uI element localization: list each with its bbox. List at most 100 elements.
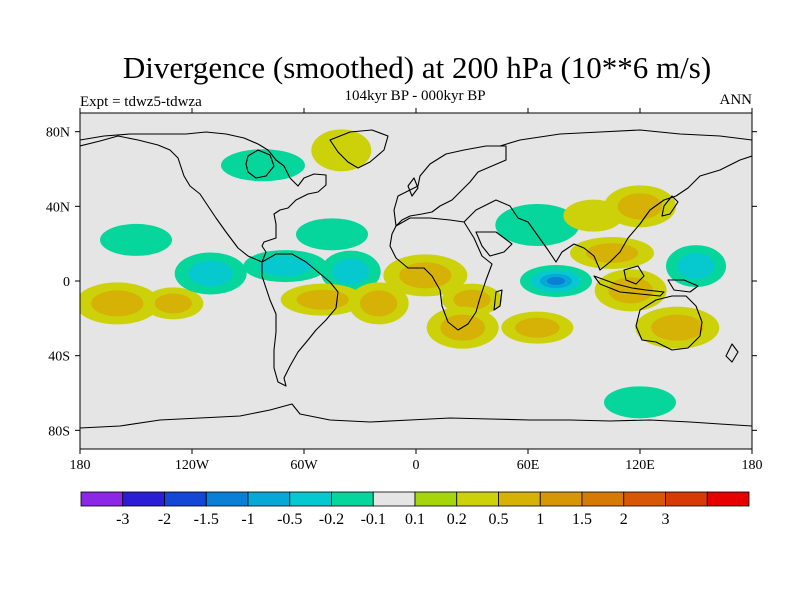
lon-tick-label: 60W	[290, 458, 318, 473]
coast-antarctica	[80, 403, 752, 429]
colorbar-swatch	[372, 491, 416, 507]
contour-fill	[453, 289, 491, 310]
coast-madagascar	[493, 289, 503, 311]
coast-south-america	[261, 253, 339, 387]
coast-new-guinea	[667, 279, 699, 293]
lon-tick-label: 180	[742, 458, 763, 473]
contour-fill	[585, 243, 639, 263]
coast-asia	[463, 129, 752, 271]
contour-fill	[617, 193, 663, 220]
contour-fill	[495, 204, 580, 246]
colorbar-swatch	[456, 491, 499, 507]
colorbar-swatch	[80, 491, 124, 507]
lon-tick-label: 60E	[517, 458, 540, 473]
colorbar-level-label: 1	[536, 511, 544, 528]
colorbar-swatch	[289, 491, 332, 507]
contour-fill	[91, 290, 144, 317]
colorbar-swatch	[331, 491, 374, 507]
contour-fill	[154, 293, 192, 314]
colorbar-level-label: 2	[620, 511, 628, 528]
colorbar: -3 -2 -1.5 -1 -0.5 -0.2 -0.1 0.1 0.2 0.5 1 1.5 2 3	[80, 491, 750, 528]
coast-europe	[393, 145, 507, 227]
anomaly-region	[80, 282, 160, 325]
map-axes: 80N 40N 0 40S 80S 180 120W 60W 0 60E 120E 180	[46, 108, 763, 473]
contour-fill	[604, 386, 676, 419]
colorbar-swatch	[247, 491, 291, 507]
anomaly-region	[220, 149, 305, 182]
contour-fill	[259, 256, 312, 276]
anomaly-region	[495, 204, 580, 246]
lat-tick-label: 80S	[48, 424, 70, 439]
chart-title: Divergence (smoothed) at 200 hPa (10**6 …	[122, 50, 712, 85]
colorbar-level-label: -3	[116, 511, 129, 528]
contour-fill	[332, 258, 370, 285]
colorbar-swatch	[205, 491, 249, 507]
anomaly-region	[594, 269, 667, 312]
anomaly-region	[635, 306, 720, 349]
colorbar-swatch	[539, 491, 583, 507]
colorbar-level-label: -0.5	[277, 511, 302, 528]
contour-fill	[399, 262, 452, 289]
anomaly-region	[143, 287, 204, 320]
map-plot-area	[80, 113, 752, 449]
lon-tick-label: 120W	[175, 458, 210, 473]
lon-tick-label: 180	[70, 458, 91, 473]
colorbar-swatch	[706, 491, 750, 507]
colorbar-swatch	[164, 491, 207, 507]
anomaly-region	[348, 282, 409, 325]
contour-fill	[651, 314, 704, 341]
colorbar-level-label: 0.1	[405, 511, 425, 528]
contour-fill	[311, 129, 372, 172]
anomaly-region	[100, 223, 172, 256]
colorbar-level-label: 0.2	[447, 511, 467, 528]
anomaly-region	[296, 218, 368, 251]
colorbar-swatch	[581, 491, 625, 507]
coast-greenland	[329, 129, 389, 169]
chart-subtitle: 104kyr BP - 000kyr BP	[344, 88, 486, 104]
anomaly-region	[243, 250, 328, 283]
colorbar-level-label: 3	[662, 511, 670, 528]
coast-indonesia	[593, 275, 665, 297]
anomaly-region	[666, 245, 726, 288]
contour-fill	[296, 218, 368, 251]
anomaly-region	[570, 237, 654, 269]
colorbar-level-label: 0.5	[489, 511, 509, 528]
lon-tick-label: 120E	[625, 458, 655, 473]
colorbar-swatch	[414, 491, 458, 507]
colorbar-level-label: -1	[241, 511, 254, 528]
contour-fill	[677, 253, 715, 280]
anomaly-region	[280, 283, 365, 316]
anomaly-region	[320, 250, 381, 293]
colorbar-swatch	[623, 491, 666, 507]
anomaly-region	[604, 386, 676, 419]
coast-arabia	[475, 231, 513, 257]
coast-north-america	[80, 131, 327, 263]
contour-fill	[547, 277, 565, 285]
colorbar-level-label: -0.1	[361, 511, 386, 528]
colorbar-swatch	[122, 491, 165, 507]
coast-australia	[635, 295, 703, 351]
colorbar-swatch	[665, 491, 708, 507]
lon-tick-label: 0	[413, 458, 420, 473]
colorbar-level-label: 1.5	[572, 511, 592, 528]
contour-fill	[515, 317, 560, 338]
anomaly-region	[311, 129, 372, 172]
contour-fill	[188, 260, 233, 287]
coast-hudson-bay	[245, 149, 275, 179]
colorbar-swatch	[498, 491, 541, 507]
coast-japan	[661, 195, 679, 217]
lat-tick-label: 40N	[46, 200, 70, 215]
colorbar-level-label: -2	[158, 511, 171, 528]
coastlines	[80, 129, 752, 429]
lat-tick-label: 40S	[48, 350, 70, 365]
contour-fill	[360, 290, 398, 317]
lat-tick-label: 80N	[46, 126, 70, 141]
colorbar-level-label: -1.5	[194, 511, 219, 528]
contour-fill	[608, 277, 653, 304]
anomaly-region	[604, 185, 676, 228]
contour-fill	[220, 149, 305, 182]
anomaly-region	[501, 311, 574, 344]
lat-tick-label: 0	[63, 275, 70, 290]
anomaly-region	[174, 252, 247, 295]
